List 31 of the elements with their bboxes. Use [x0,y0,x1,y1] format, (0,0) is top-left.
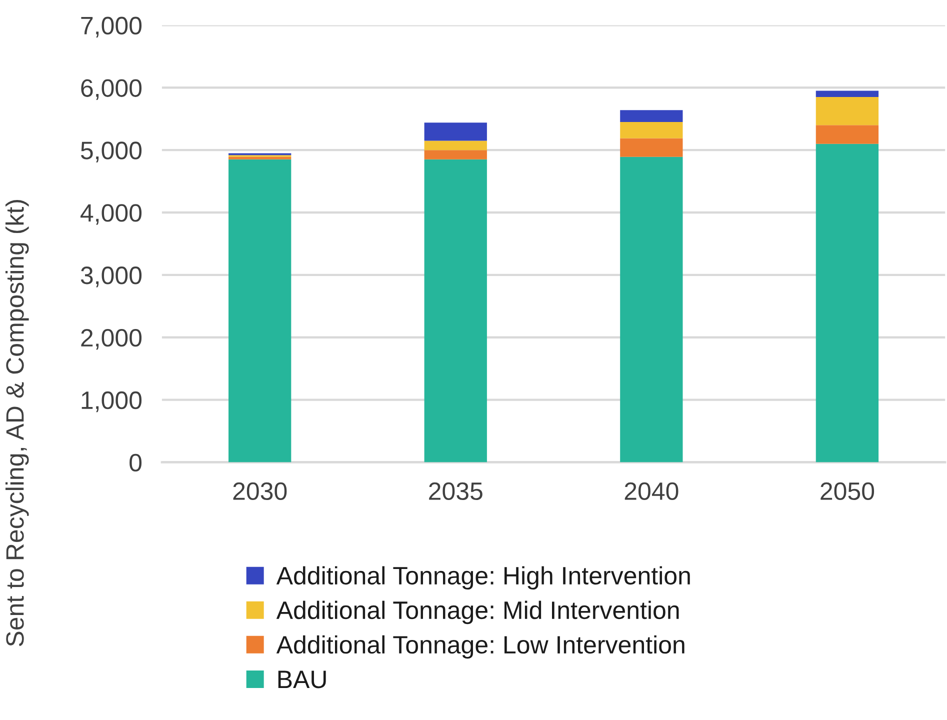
y-tick-label: 5,000 [80,142,142,162]
bar [424,159,487,462]
y-axis-title: Sent to Recycling, AD & Composting (kt) [5,200,29,646]
bar [816,90,879,97]
bar [816,125,879,144]
y-tick-label: 7,000 [81,16,142,38]
x-tick-label: 2035 [429,482,482,500]
bar [228,159,292,462]
y-tick-label: 0 [130,454,142,472]
bar [620,138,683,157]
y-tick-label: 2,000 [81,328,142,350]
legend-label: Additional Tonnage: High Intervention [276,566,690,590]
legend-label: Additional Tonnage: Mid Intervention [276,600,679,624]
bar [620,122,683,138]
y-tick-label: 1,000 [82,391,142,412]
bar [228,156,292,160]
y-tick-label: 3,000 [80,266,142,288]
legend-label: BAU [278,670,326,688]
x-tick-label: 2050 [820,482,874,500]
bar [424,150,487,160]
y-tick-label: 6,000 [81,79,142,100]
y-tick-label: 4,000 [80,204,142,225]
bar [816,97,879,126]
bar [424,122,487,141]
x-tick-label: 2030 [233,482,287,500]
bar [620,110,683,122]
bar [816,144,879,462]
bar [424,140,487,150]
legend-label: Additional Tonnage: Low Intervention [276,635,684,659]
x-tick-label: 2040 [624,482,678,500]
bar [620,156,683,462]
